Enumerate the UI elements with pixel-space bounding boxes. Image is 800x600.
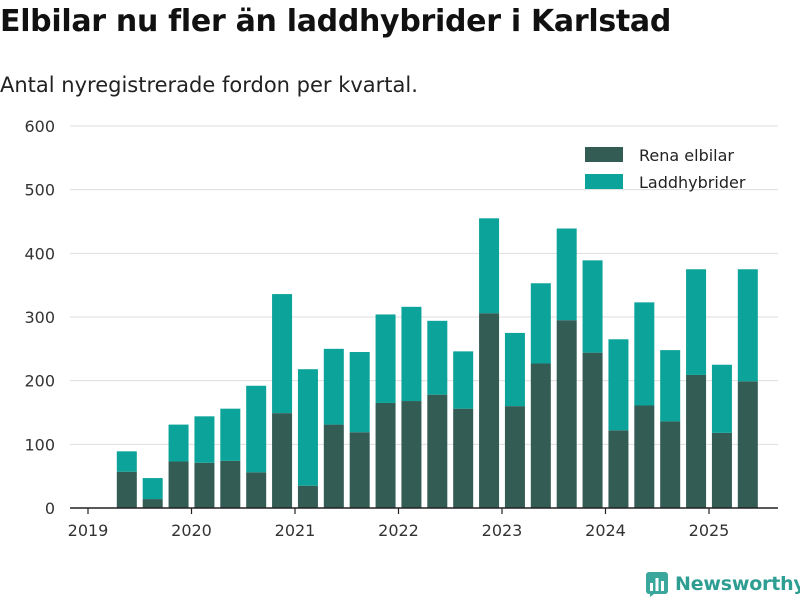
y-tick-label: 200 [24,372,55,391]
legend-label: Laddhybrider [639,173,746,192]
bar-laddhybrider [711,364,732,433]
chart-subtitle: Antal nyregistrerade fordon per kvartal. [0,73,418,97]
bar-laddhybrider [427,320,448,395]
bar-laddhybrider [453,351,474,409]
bar-laddhybrider [375,314,396,403]
brand-logo[interactable]: Newsworthy [645,569,800,599]
bar-rena-elbilar [349,432,370,508]
x-tick-label: 2022 [378,521,419,540]
x-tick-label: 2024 [585,521,626,540]
y-tick-label: 500 [24,181,55,200]
bar-rena-elbilar [608,430,629,508]
bar-laddhybrider [401,306,422,402]
bar-rena-elbilar [504,406,525,508]
bar-rena-elbilar [246,472,267,508]
bar-rena-elbilar [194,462,215,508]
bar-laddhybrider [634,302,655,406]
bar-laddhybrider [737,269,758,382]
x-tick-label: 2020 [171,521,212,540]
y-tick-label: 300 [24,308,55,327]
bar-rena-elbilar [479,313,500,508]
bar-rena-elbilar [582,352,603,508]
bar-laddhybrider [323,348,344,425]
bar-rena-elbilar [168,461,189,508]
bar-laddhybrider [142,478,163,500]
bar-laddhybrider [504,332,525,407]
bar-rena-elbilar [297,485,318,508]
bar-rena-elbilar [530,363,551,508]
legend-label: Rena elbilar [639,146,734,165]
bar-laddhybrider [582,260,603,353]
newsworthy-logo-icon [646,572,668,597]
bar-rena-elbilar [556,320,577,508]
bar-rena-elbilar [453,408,474,508]
bar-laddhybrider [116,451,137,472]
bar-laddhybrider [686,269,707,375]
x-tick-label: 2025 [689,521,730,540]
bar-rena-elbilar [375,402,396,508]
bar-laddhybrider [479,218,500,314]
bar-rena-elbilar [323,424,344,508]
y-tick-label: 400 [24,244,55,263]
bar-laddhybrider [556,228,577,321]
bar-laddhybrider [660,350,681,422]
bar-rena-elbilar [634,405,655,508]
bar-rena-elbilar [116,471,137,508]
bar-rena-elbilar [272,413,293,508]
bar-rena-elbilar [660,421,681,508]
bar-laddhybrider [297,369,318,486]
legend-swatch [585,174,623,189]
chart-title: Elbilar nu fler än laddhybrider i Karlst… [0,4,672,39]
y-tick-label: 100 [24,435,55,454]
bar-laddhybrider [220,408,241,461]
bar-rena-elbilar [220,460,241,508]
bar-laddhybrider [272,294,293,414]
brand-name: Newsworthy [675,573,800,595]
x-tick-label: 2019 [68,521,109,540]
y-tick-label: 0 [45,499,55,518]
bar-laddhybrider [168,424,189,462]
x-tick-label: 2023 [482,521,523,540]
bar-laddhybrider [530,283,551,364]
bar-rena-elbilar [401,401,422,508]
bar-laddhybrider [194,416,215,463]
bar-rena-elbilar [737,381,758,508]
bar-rena-elbilar [686,374,707,508]
legend-swatch [585,147,623,162]
bar-rena-elbilar [711,432,732,508]
bar-laddhybrider [349,352,370,433]
bar-laddhybrider [246,385,267,473]
x-tick-label: 2021 [275,521,316,540]
bar-rena-elbilar [427,394,448,508]
bar-laddhybrider [608,339,629,431]
y-tick-label: 600 [24,117,55,136]
bar-rena-elbilar [142,499,163,508]
